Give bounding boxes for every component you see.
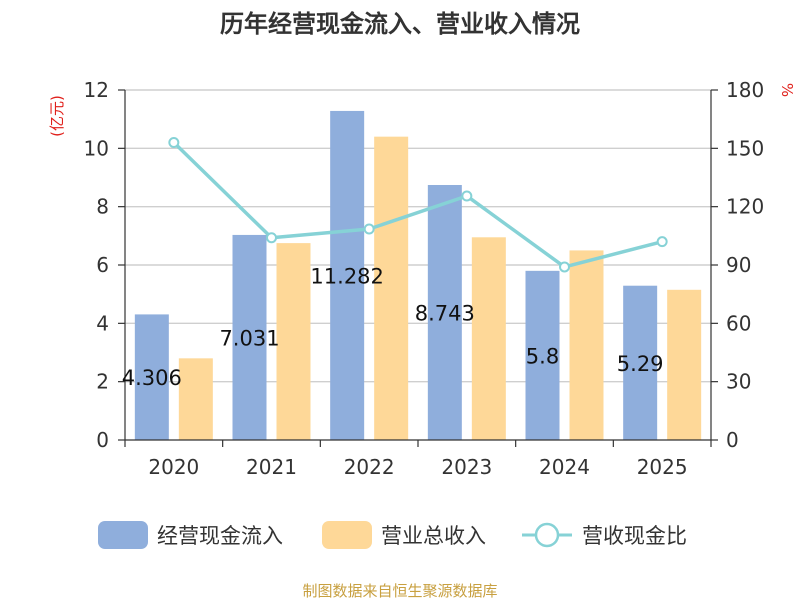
line-point [656, 236, 668, 248]
y-right-tick-label: 150 [726, 136, 764, 160]
data-label: 4.306 [122, 366, 182, 390]
x-tick-label: 2023 [441, 455, 492, 479]
line-point [559, 261, 570, 273]
y-right-tick-label: 120 [726, 195, 764, 219]
line-point [266, 232, 277, 244]
bars [134, 110, 702, 441]
x-tick-label: 2022 [344, 455, 395, 479]
data-label: 7.031 [219, 326, 279, 350]
line-ratio [172, 141, 663, 269]
legend-swatch-ratio-marker [534, 522, 560, 548]
data-label: 5.29 [617, 352, 664, 376]
chart-title: 历年经营现金流入、营业收入情况 [220, 10, 580, 38]
data-labels: 4.306 7.031 11.282 8.743 5.8 5.29 [122, 264, 664, 390]
line-series [168, 137, 668, 273]
y-left-tick-label: 8 [96, 195, 109, 219]
x-tick-label: 2024 [539, 455, 590, 479]
y-right-tick-label: 180 [726, 78, 764, 102]
bar-revenue [471, 237, 506, 440]
legend: 经营现金流入 营业总收入 营收现金比 [98, 521, 687, 549]
data-label: 11.282 [310, 264, 383, 288]
gridlines [125, 89, 711, 383]
line-point [461, 190, 473, 202]
legend-label: 营业总收入 [381, 524, 486, 548]
legend-swatch-cash-inflow [98, 521, 148, 549]
bar-cash-inflow [232, 234, 267, 440]
bar-cash-inflow [330, 110, 365, 441]
bar-revenue [276, 243, 311, 440]
y-left-tick-label: 12 [84, 78, 109, 102]
legend-label: 营收现金比 [582, 524, 687, 548]
y-right-unit-label: % [778, 83, 796, 97]
bar-cash-inflow [525, 270, 560, 440]
bar-cash-inflow [623, 285, 658, 440]
bar-revenue [374, 136, 409, 440]
bar-revenue [178, 358, 213, 440]
y-left-tick-label: 6 [96, 253, 109, 277]
source-note: 制图数据来自恒生聚源数据库 [302, 582, 497, 600]
bar-revenue [569, 250, 604, 440]
line-point [363, 223, 375, 235]
x-tick-label: 2025 [637, 455, 688, 479]
y-right-tick-label: 30 [726, 370, 751, 394]
y-left-tick-label: 2 [96, 370, 109, 394]
y-left-tick-label: 4 [96, 311, 109, 335]
y-right-tick-label: 60 [726, 311, 751, 335]
legend-swatch-revenue [322, 521, 372, 549]
data-label: 8.743 [415, 301, 475, 325]
line-point [168, 137, 180, 148]
legend-label: 经营现金流入 [157, 524, 283, 548]
y-left-tick-label: 0 [96, 428, 109, 452]
bar-cash-inflow [427, 184, 462, 440]
y-right-tick-label: 0 [726, 428, 739, 452]
x-tick-label: 2020 [148, 455, 199, 479]
bar-cash-inflow [134, 314, 169, 440]
x-tick-label: 2021 [246, 455, 297, 479]
y-left-unit-label: (亿元) [48, 95, 66, 137]
y-right-tick-label: 90 [726, 253, 751, 277]
data-label: 5.8 [526, 344, 559, 368]
y-left-tick-label: 10 [84, 136, 109, 160]
bar-revenue [667, 289, 702, 440]
